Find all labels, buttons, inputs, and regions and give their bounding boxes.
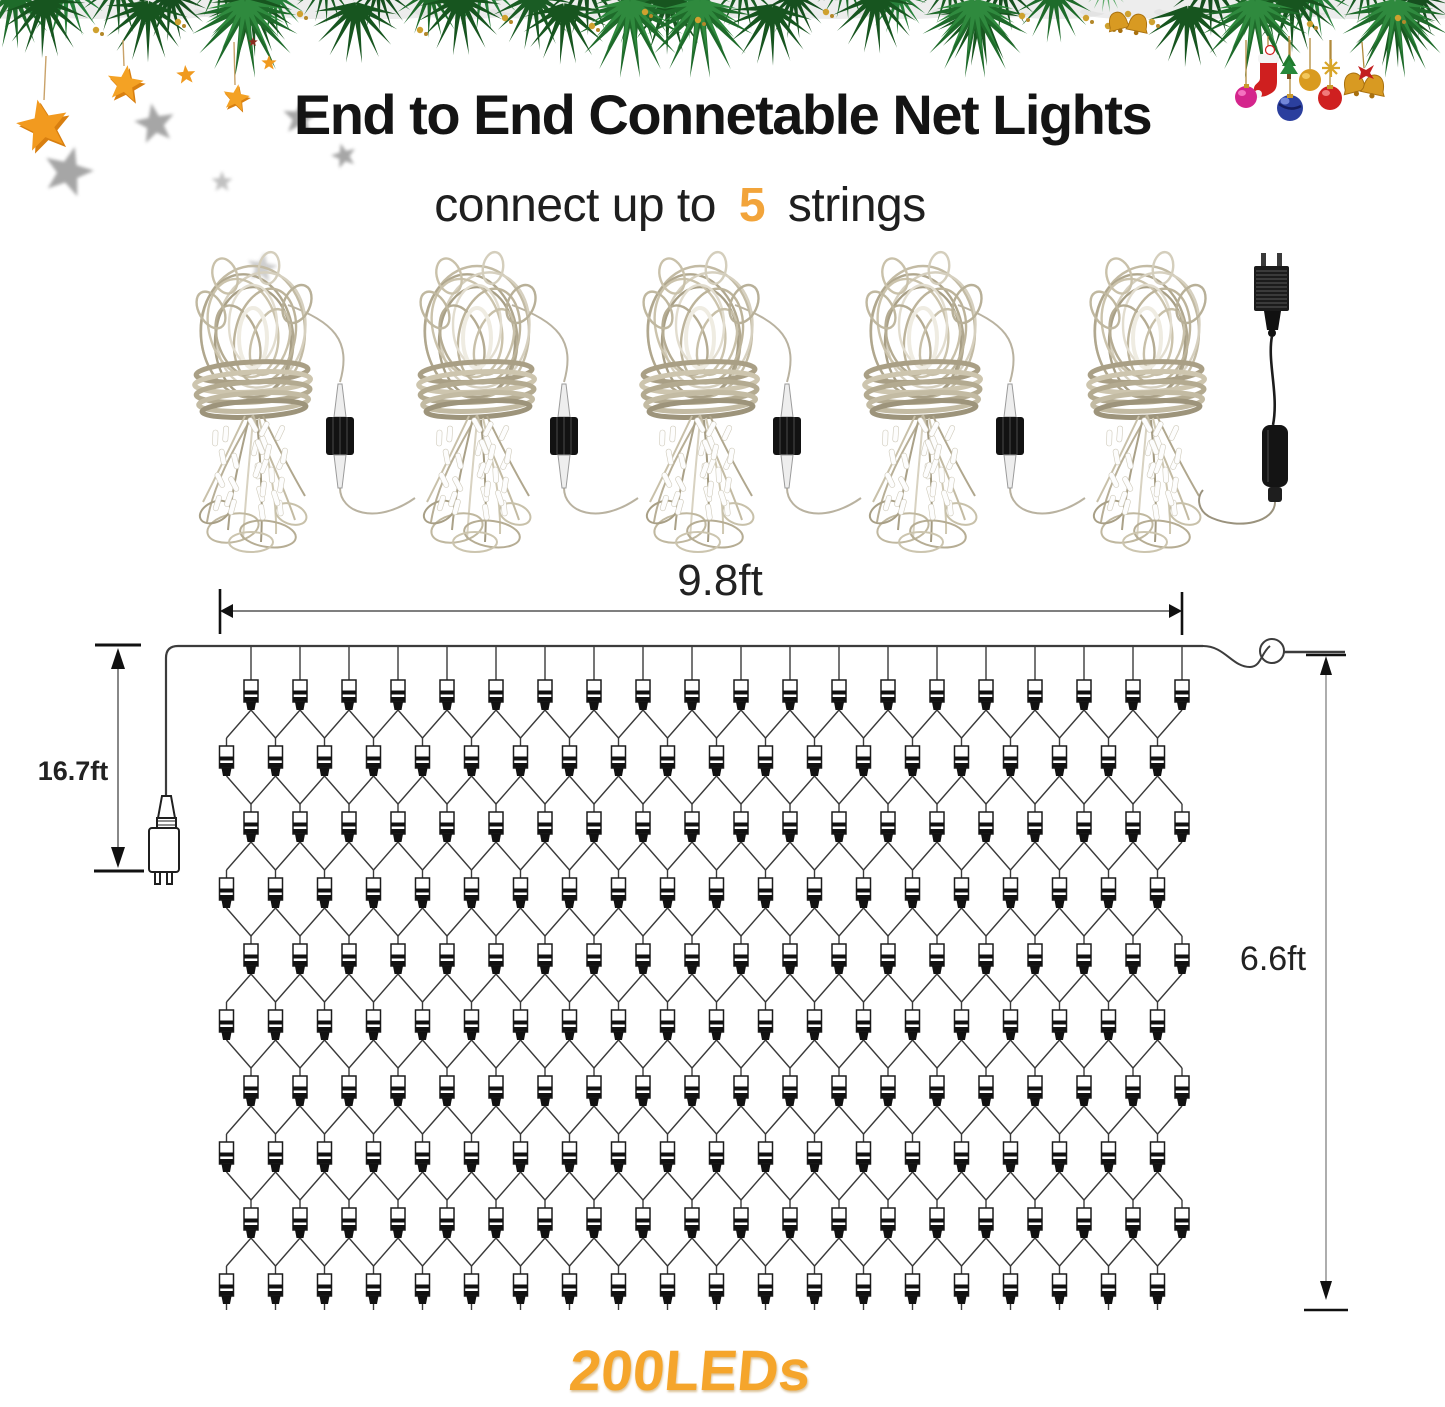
dimension-annotations [94, 589, 1348, 1312]
led-count-label: 200LEDs [566, 1339, 814, 1403]
inline-connector-icon [995, 383, 1025, 489]
controller-cord [1198, 489, 1276, 525]
stocking-icon [1253, 44, 1279, 98]
snowflake-icon [1322, 59, 1340, 77]
hanging-stars [12, 37, 359, 284]
subtitle-count: 5 [738, 179, 766, 232]
net-diagram [218, 646, 1190, 1310]
bells-icon [1104, 9, 1389, 102]
led-bulbs [218, 679, 1190, 1304]
light-bundle [1085, 251, 1212, 552]
page-title: End to End Connetable Net Lights [293, 83, 1153, 146]
subtitle-prefix: connect up to [434, 179, 716, 232]
controller-icon [1262, 425, 1288, 502]
page-subtitle: connect up to 5 strings [0, 178, 1360, 233]
net-top-wire [164, 638, 1345, 798]
light-bundle [415, 251, 542, 552]
inline-connector-icon [325, 383, 355, 489]
ribbon-bow [1358, 65, 1374, 80]
inline-connector-icon [772, 383, 802, 489]
outline-plug-icon [148, 795, 180, 885]
garland [0, 0, 1445, 78]
subtitle-suffix: strings [787, 179, 926, 232]
light-bundle [638, 251, 765, 552]
dimension-label-width: 9.8ft [677, 556, 763, 605]
christmas-ornaments [1104, 9, 1389, 121]
inline-connector-icon [549, 383, 579, 489]
dimension-label-height: 6.6ft [1239, 940, 1307, 978]
power-plug-icon [1198, 253, 1289, 525]
light-string-bundles [191, 251, 1212, 552]
mini-tree-icon [1280, 54, 1298, 79]
dimension-label-drop: 16.7ft [37, 756, 109, 786]
light-bundle [861, 251, 988, 552]
light-bundle [191, 251, 318, 552]
plug-cord [1269, 335, 1277, 426]
star-string [43, 39, 236, 101]
